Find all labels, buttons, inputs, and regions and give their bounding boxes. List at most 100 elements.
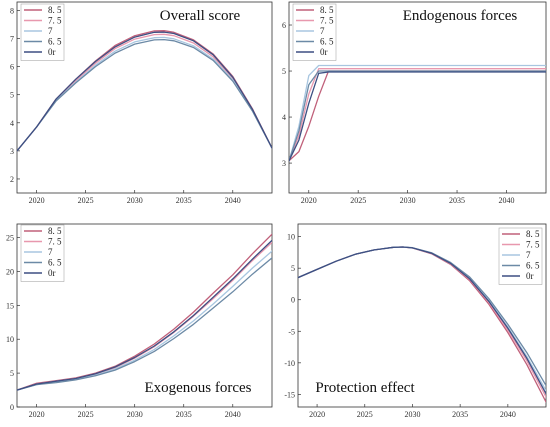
y-tick-label: 0 — [291, 296, 295, 305]
y-tick-label: 15 — [6, 301, 14, 310]
legend: 8. 57. 576. 50r — [20, 3, 65, 61]
series-line-5 — [17, 239, 272, 391]
legend-label: 6. 5 — [48, 258, 62, 268]
panel-title: Overall score — [160, 8, 241, 24]
x-tick-label: 2020 — [29, 410, 45, 419]
legend-label: 8. 5 — [320, 5, 334, 15]
series-line-5 — [289, 71, 546, 162]
y-tick-label: 6 — [10, 63, 14, 72]
legend-label: 7 — [48, 247, 53, 257]
legend-label: 0r — [526, 271, 534, 281]
legend-label: 0r — [48, 47, 56, 57]
legend-label: 7. 5 — [48, 237, 62, 247]
y-tick-label: 6 — [282, 21, 286, 30]
series-line-4 — [17, 38, 272, 152]
y-tick-label: 3 — [282, 159, 286, 168]
series-group — [17, 233, 272, 391]
legend-box — [292, 3, 337, 61]
series-line-2 — [289, 68, 546, 162]
y-tick-label: 5 — [282, 67, 286, 76]
legend: 8. 57. 576. 50r — [20, 224, 65, 282]
panel-title: Endogenous forces — [403, 8, 518, 24]
x-tick-label: 2025 — [78, 410, 94, 419]
y-tick-label: -5 — [288, 327, 295, 336]
y-tick-label: 10 — [287, 233, 295, 242]
x-tick-label: 2035 — [449, 196, 465, 205]
legend-label: 6. 5 — [320, 37, 334, 47]
series-group — [17, 30, 272, 152]
x-tick-label: 2040 — [225, 410, 241, 419]
legend-label: 7 — [48, 26, 53, 36]
series-line-3 — [17, 250, 272, 391]
y-tick-label: 5 — [291, 264, 295, 273]
y-tick-label: 25 — [6, 234, 14, 243]
x-tick-label: 2020 — [301, 196, 317, 205]
x-tick-label: 2025 — [78, 196, 94, 205]
x-tick-label: 2025 — [350, 196, 366, 205]
legend-label: 8. 5 — [48, 226, 62, 236]
y-tick-label: 4 — [282, 113, 286, 122]
x-tick-label: 2025 — [357, 410, 373, 419]
legend: 8. 57. 576. 50r — [292, 3, 337, 61]
x-tick-label: 2030 — [127, 196, 143, 205]
y-tick-label: 5 — [10, 91, 14, 100]
panel-2: 2020 2025 2030 2035 2040 3 4 5 6 8. 57. 576. 50r E… — [282, 1, 547, 205]
x-tick-label: 2020 — [29, 196, 45, 205]
legend-label: 7. 5 — [320, 16, 334, 26]
x-tick-label: 2030 — [404, 410, 420, 419]
legend-label: 0r — [320, 47, 328, 57]
series-line-4 — [17, 257, 272, 391]
legend-box — [498, 227, 543, 285]
series-line-1 — [289, 70, 546, 162]
y-tick-label: 20 — [6, 267, 14, 276]
legend-label: 6. 5 — [526, 261, 540, 271]
series-line-3 — [289, 64, 546, 162]
series-group — [298, 246, 546, 403]
panel-title: Exogenous forces — [144, 380, 251, 396]
legend: 8. 57. 576. 50r — [498, 227, 543, 285]
series-line-4 — [289, 70, 546, 162]
x-tick-label: 2035 — [176, 410, 192, 419]
legend-label: 6. 5 — [48, 37, 62, 47]
series-line-2 — [17, 33, 272, 152]
panel-4: 2020 2025 2030 2035 2040 10 5 0 -5 -10 -15 8. 57. 5… — [284, 223, 547, 419]
legend-label: 8. 5 — [526, 229, 540, 239]
plot-frame — [297, 223, 547, 408]
plot-frame — [16, 223, 273, 408]
legend-box — [20, 3, 65, 61]
y-tick-label: 3 — [10, 147, 14, 156]
x-tick-label: 2030 — [127, 410, 143, 419]
legend-label: 7 — [526, 250, 531, 260]
legend-label: 7 — [320, 26, 325, 36]
plot-frame — [16, 1, 273, 194]
legend-label: 7. 5 — [48, 16, 62, 26]
y-tick-label: 8 — [10, 6, 14, 15]
y-tick-label: 2 — [10, 175, 14, 184]
y-tick-label: 10 — [6, 335, 14, 344]
plot-frame — [288, 1, 547, 194]
panel-title: Protection effect — [315, 380, 415, 396]
x-tick-label: 2035 — [176, 196, 192, 205]
y-tick-label: -10 — [284, 359, 295, 368]
x-tick-label: 2020 — [309, 410, 325, 419]
legend-label: 7. 5 — [526, 240, 540, 250]
x-tick-label: 2030 — [400, 196, 416, 205]
legend-label: 0r — [48, 268, 56, 278]
series-line-5 — [17, 31, 272, 152]
legend-box — [20, 224, 65, 282]
y-tick-label: -15 — [284, 390, 295, 399]
y-tick-label: 7 — [10, 35, 14, 44]
x-tick-label: 2040 — [225, 196, 241, 205]
y-tick-label: 4 — [10, 119, 14, 128]
y-tick-label: 5 — [10, 369, 14, 378]
legend-label: 8. 5 — [48, 5, 62, 15]
series-line-5 — [298, 246, 546, 395]
x-tick-label: 2040 — [498, 196, 514, 205]
x-tick-label: 2035 — [452, 410, 468, 419]
x-tick-label: 2040 — [500, 410, 516, 419]
y-tick-label: 0 — [10, 403, 14, 412]
series-group — [289, 64, 546, 162]
